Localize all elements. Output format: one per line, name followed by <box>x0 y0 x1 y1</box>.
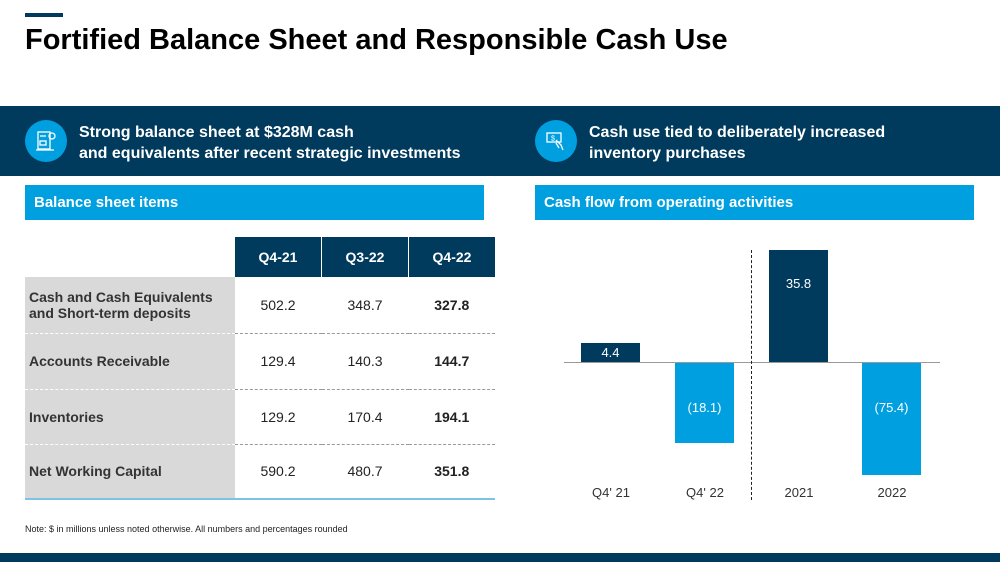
cell: 348.7 <box>321 277 409 334</box>
banner-right-line2: inventory purchases <box>589 145 746 162</box>
highlight-banner <box>0 106 1000 176</box>
cell: 351.8 <box>408 444 495 500</box>
cell: 327.8 <box>408 277 495 334</box>
row-label: Accounts Receivable <box>25 333 235 390</box>
data-label: (75.4) <box>874 400 909 415</box>
row-label: Cash and Cash Equivalents and Short-term… <box>25 277 235 334</box>
bar-2: 35.8 <box>769 250 828 362</box>
row-label: Inventories <box>25 389 235 445</box>
banner-right-line1: Cash use tied to deliberately increased <box>589 124 886 141</box>
section-header-cash-flow: Cash flow from operating activities <box>535 185 974 220</box>
table-row: Net Working Capital 590.2 480.7 351.8 <box>25 444 495 500</box>
x-tick-label: 2021 <box>784 485 814 500</box>
table-header-row: Q4-21 Q3-22 Q4-22 <box>25 237 495 277</box>
data-label: 35.8 <box>785 276 812 291</box>
balance-sheet-table: Q4-21 Q3-22 Q4-22 Cash and Cash Equivale… <box>25 237 495 500</box>
banner-right-text: Cash use tied to deliberately increased i… <box>589 122 885 164</box>
x-tick-label: Q4' 21 <box>592 485 630 500</box>
hand-cash-icon: $ <box>535 120 577 162</box>
balance-sheet-icon <box>25 120 67 162</box>
footer-bar <box>0 553 1000 562</box>
svg-text:$: $ <box>551 136 555 143</box>
bar-1: (18.1) <box>675 363 734 443</box>
table-row: Inventories 129.2 170.4 194.1 <box>25 389 495 445</box>
cell: 129.4 <box>234 333 322 390</box>
x-tick-label: 2022 <box>877 485 907 500</box>
banner-left-text: Strong balance sheet at $328M cash and eq… <box>79 122 460 164</box>
column-header: Q4-21 <box>234 237 322 277</box>
bar-3: (75.4) <box>862 363 921 475</box>
column-header: Q3-22 <box>321 237 409 277</box>
cell: 194.1 <box>408 389 495 445</box>
bar-0: 4.4 <box>581 342 640 362</box>
title-accent <box>25 13 63 17</box>
column-header: Q4-22 <box>408 237 495 277</box>
chart-divider <box>751 250 752 500</box>
banner-left-line1: Strong balance sheet at $328M cash <box>79 124 354 141</box>
data-label: 4.4 <box>601 344 620 360</box>
footnote: Note: $ in millions unless noted otherwi… <box>25 524 348 534</box>
table-row: Accounts Receivable 129.4 140.3 144.7 <box>25 333 495 390</box>
cell: 502.2 <box>234 277 322 334</box>
cell: 140.3 <box>321 333 409 390</box>
cell: 129.2 <box>234 389 322 445</box>
cell: 590.2 <box>234 444 322 500</box>
row-label: Net Working Capital <box>25 444 235 500</box>
chart-zero-axis <box>564 362 940 363</box>
cell: 170.4 <box>321 389 409 445</box>
page-title: Fortified Balance Sheet and Responsible … <box>25 24 728 56</box>
cell: 480.7 <box>321 444 409 500</box>
table-row: Cash and Cash Equivalents and Short-term… <box>25 277 495 334</box>
cell: 144.7 <box>408 333 495 390</box>
section-header-balance-sheet: Balance sheet items <box>25 185 484 220</box>
banner-left-line2: and equivalents after recent strategic i… <box>79 145 461 162</box>
data-label: (18.1) <box>687 400 722 415</box>
x-tick-label: Q4' 22 <box>686 485 724 500</box>
